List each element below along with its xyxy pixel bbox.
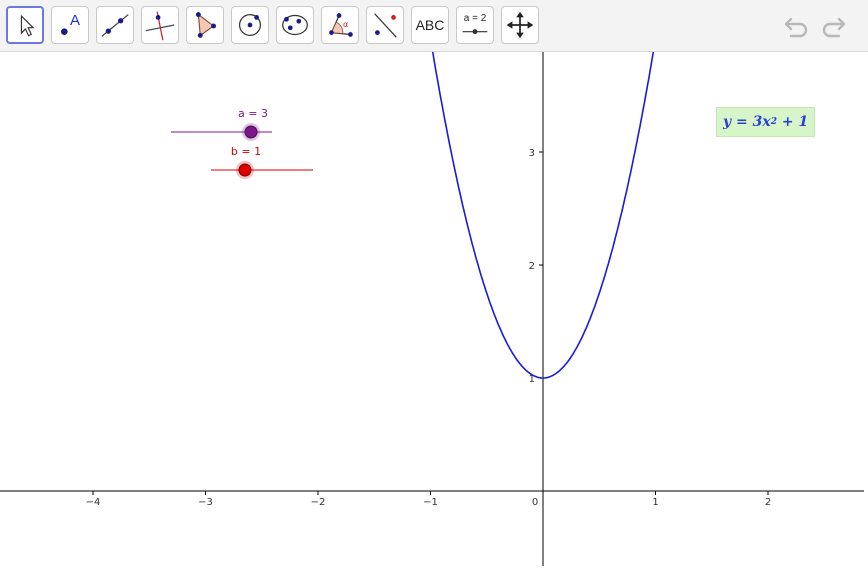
point-icon [61, 28, 68, 35]
function-graph[interactable] [431, 52, 656, 379]
perpendicular-line-tool[interactable] [141, 6, 179, 44]
reflect-about-line-icon [374, 13, 397, 38]
slider-tool-label: a = 2 [463, 13, 487, 24]
toolbar: A [0, 0, 868, 52]
circle-tool[interactable] [231, 6, 269, 44]
undo-button[interactable] [782, 14, 812, 40]
move-tool[interactable] [6, 6, 44, 44]
reflect-tool[interactable] [366, 6, 404, 44]
coordinate-axes [0, 52, 864, 566]
slider-tool[interactable]: a = 2 [456, 6, 494, 44]
graphics-view[interactable]: −4 −3 −2 −1 0 1 2 1 2 3 a = 3 b = 1 [0, 52, 868, 568]
polygon-icon [195, 12, 216, 38]
conic-tool[interactable] [276, 6, 314, 44]
equation-x: x [762, 114, 771, 130]
equation-y: y [723, 114, 732, 130]
y-tick-label: 3 [529, 148, 535, 159]
circle-icon [238, 13, 262, 37]
x-axis-ticks: −4 −3 −2 −1 0 1 2 [86, 491, 771, 508]
point-tool[interactable]: A [51, 6, 89, 44]
y-tick-label: 1 [529, 374, 535, 385]
slider-a-label: a = 3 [238, 107, 268, 120]
x-tick-label: 1 [652, 497, 658, 508]
angle-symbol: α [343, 20, 349, 29]
line-tool[interactable] [96, 6, 134, 44]
line-icon [101, 14, 129, 37]
polygon-tool[interactable] [186, 6, 224, 44]
x-tick-label: 0 [532, 497, 538, 508]
slider-b[interactable]: b = 1 [211, 145, 313, 179]
move-graphics-view-tool[interactable] [501, 6, 539, 44]
x-tick-label: −4 [86, 497, 101, 508]
slider-b-label: b = 1 [231, 145, 261, 158]
equation-equals: = 3 [731, 114, 763, 130]
text-tool[interactable]: ABC [411, 6, 449, 44]
arrow-cursor-icon [20, 14, 35, 37]
redo-icon [822, 17, 846, 38]
equation-constant: + 1 [777, 114, 809, 130]
angle-tool[interactable]: α [321, 6, 359, 44]
x-tick-label: −2 [311, 497, 326, 508]
equation-exponent: 2 [770, 117, 777, 127]
slider-a[interactable]: a = 3 [171, 107, 272, 141]
slider-icon [462, 29, 488, 35]
redo-button[interactable] [818, 14, 848, 40]
y-tick-label: 2 [529, 261, 535, 272]
angle-icon [329, 13, 353, 37]
move-arrows-icon [506, 11, 534, 39]
text-tool-label: ABC [415, 17, 445, 33]
undo-icon [784, 17, 808, 38]
slider-b-handle[interactable] [238, 163, 252, 177]
x-tick-label: −1 [423, 497, 438, 508]
y-axis-ticks: 1 2 3 [529, 148, 543, 385]
slider-a-handle[interactable] [244, 125, 258, 139]
x-tick-label: 2 [765, 497, 771, 508]
perpendicular-line-icon [145, 11, 175, 41]
x-tick-label: −3 [198, 497, 213, 508]
point-tool-letter: A [70, 12, 81, 29]
ellipse-icon [282, 14, 308, 36]
